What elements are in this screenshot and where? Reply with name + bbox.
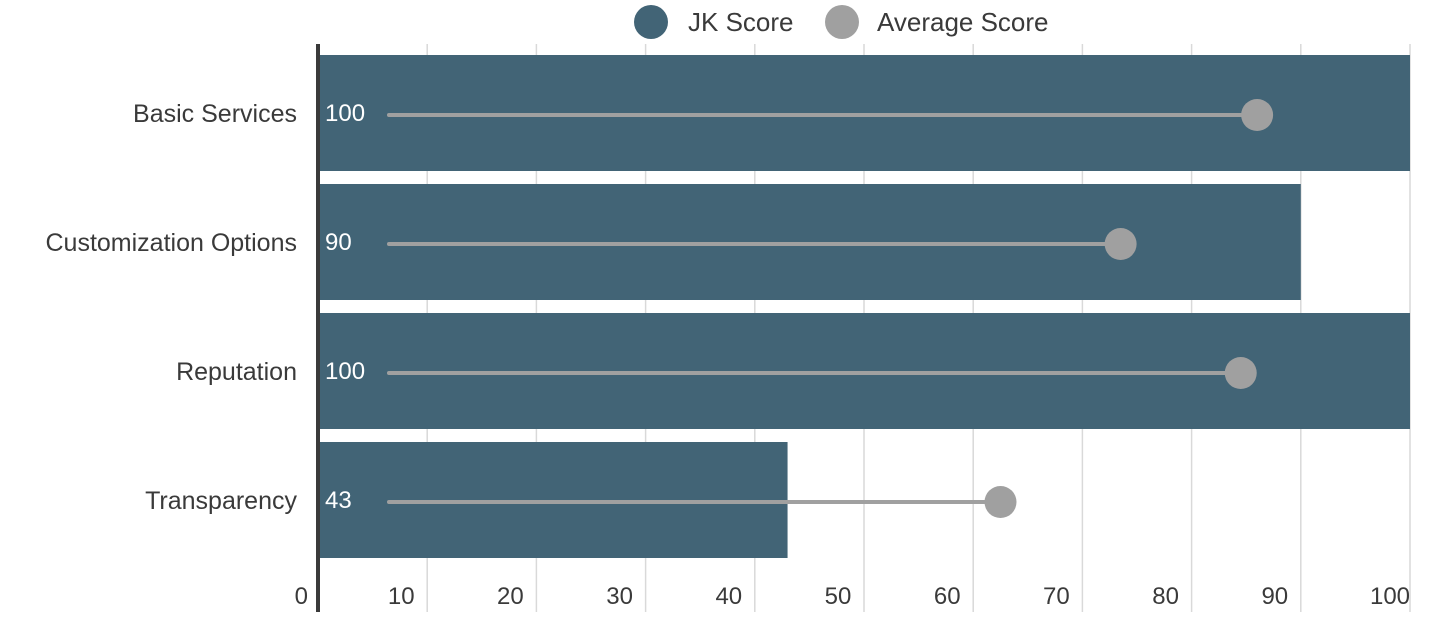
data-label: 100	[325, 100, 365, 127]
x-tick-label: 10	[388, 583, 415, 610]
legend-marker	[825, 5, 859, 39]
x-tick-label: 90	[1261, 583, 1288, 610]
data-label: 100	[325, 358, 365, 385]
legend-label: Average Score	[877, 7, 1049, 37]
legend: JK Score Average Score	[634, 5, 1049, 39]
lollipop-point	[984, 486, 1017, 518]
x-tick-label: 80	[1152, 583, 1179, 610]
lollipop-point	[1224, 357, 1257, 389]
x-tick-label: 40	[715, 583, 742, 610]
data-labels: 100 90 100 43	[325, 100, 365, 514]
x-tick-label: 30	[606, 583, 633, 610]
data-label: 90	[325, 229, 352, 256]
lollipop-point	[1104, 228, 1137, 260]
x-tick-label: 50	[825, 583, 852, 610]
x-tick-label: 100	[1370, 583, 1410, 610]
x-tick-label: 70	[1043, 583, 1070, 610]
category-label: Customization Options	[45, 229, 297, 257]
data-label: 43	[325, 487, 352, 514]
category-label: Basic Services	[133, 100, 297, 128]
category-label: Transparency	[145, 487, 297, 515]
lollipop-point	[1241, 99, 1274, 131]
axes: Basic Services Customization Options Reput…	[45, 44, 1410, 612]
legend-marker	[634, 5, 668, 39]
category-label: Reputation	[176, 358, 297, 386]
x-tick-label: 0	[295, 583, 308, 610]
legend-label: JK Score	[688, 7, 794, 37]
x-tick-label: 20	[497, 583, 524, 610]
lollipops	[386, 99, 1274, 518]
x-tick-label: 60	[934, 583, 961, 610]
